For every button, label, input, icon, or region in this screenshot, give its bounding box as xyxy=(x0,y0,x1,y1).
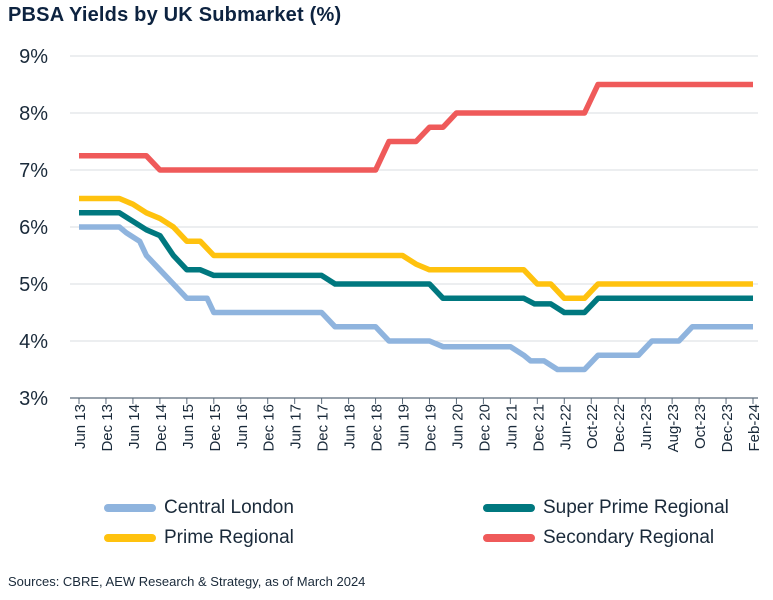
x-tick-label: Dec 21 xyxy=(530,404,547,452)
legend-label-super-prime-regional: Super Prime Regional xyxy=(543,497,729,518)
x-tick-label: Jun 21 xyxy=(503,404,520,449)
series-line-secondary-regional xyxy=(79,81,753,173)
legend-swatch-central-london xyxy=(104,504,156,512)
x-tick-label: Jun 16 xyxy=(234,404,251,449)
x-tick-label: Dec 20 xyxy=(476,404,493,452)
x-tick-label: Dec 14 xyxy=(153,404,170,452)
legend-label-secondary-regional: Secondary Regional xyxy=(543,527,715,548)
series-line-central-london xyxy=(79,224,753,373)
line-chart: 3%4%5%6%7%8%9% Jun 13 Dec 13 Jun 14 Dec 14 J… xyxy=(19,46,763,452)
y-tick-label: 8% xyxy=(19,103,48,125)
x-tick-label: Feb-24 xyxy=(746,404,763,452)
x-tick-label: Jun 20 xyxy=(449,404,466,449)
x-tick-label: Aug-23 xyxy=(665,404,682,452)
x-tick-label: Oct-23 xyxy=(692,404,709,449)
legend-swatch-prime-regional xyxy=(104,534,156,542)
series-lines xyxy=(79,81,753,373)
y-tick-label: 7% xyxy=(19,160,48,182)
x-tick-label: Jun 14 xyxy=(126,404,143,449)
x-tick-label: Dec 19 xyxy=(422,404,439,452)
legend-item-super-prime-regional: Super Prime Regional xyxy=(483,497,729,519)
x-tick-label: Dec-23 xyxy=(719,404,736,452)
x-axis: Jun 13 Dec 13 Jun 14 Dec 14 Jun 15 Dec 15 Jun … xyxy=(70,397,763,452)
x-tick-label: Dec-22 xyxy=(611,404,628,452)
x-tick-label: Jun 18 xyxy=(342,404,359,449)
legend-label-prime-regional: Prime Regional xyxy=(164,527,294,548)
x-tick-label: Jun 15 xyxy=(180,404,197,449)
y-tick-label: 5% xyxy=(19,274,48,296)
x-tick-label: Dec 15 xyxy=(207,404,224,452)
x-tick-label: Dec 13 xyxy=(99,404,116,452)
legend-swatch-super-prime-regional xyxy=(483,504,535,512)
series-line-prime-regional xyxy=(79,195,753,302)
legend-item-secondary-regional: Secondary Regional xyxy=(483,527,714,549)
legend-label-central-london: Central London xyxy=(164,497,294,518)
x-tick-label: Dec 17 xyxy=(315,404,332,452)
y-tick-label: 6% xyxy=(19,217,48,239)
x-tick-label: Jun-22 xyxy=(557,404,574,450)
legend-item-central-london: Central London xyxy=(104,497,294,519)
x-tick-label: Jun 13 xyxy=(72,404,89,449)
y-tick-label: 3% xyxy=(19,388,48,410)
x-tick-label: Jun-23 xyxy=(638,404,655,450)
y-tick-label: 9% xyxy=(19,46,48,68)
legend-item-prime-regional: Prime Regional xyxy=(104,527,294,549)
chart-title: PBSA Yields by UK Submarket (%) xyxy=(8,4,342,26)
y-axis: 3% 4% 5% 6% 7% 8% 9% xyxy=(19,46,48,410)
series-line-super-prime-regional xyxy=(79,210,753,316)
y-tick-label: 4% xyxy=(19,331,48,353)
x-tick-label: Oct-22 xyxy=(584,404,601,449)
x-tick-label: Jun 17 xyxy=(288,404,305,449)
legend-swatch-secondary-regional xyxy=(483,534,535,542)
source-note: Sources: CBRE, AEW Research & Strategy, … xyxy=(8,574,366,589)
x-tick-label: Dec 18 xyxy=(369,404,386,452)
x-tick-label: Jun 19 xyxy=(396,404,413,449)
x-tick-label: Dec 16 xyxy=(261,404,278,452)
